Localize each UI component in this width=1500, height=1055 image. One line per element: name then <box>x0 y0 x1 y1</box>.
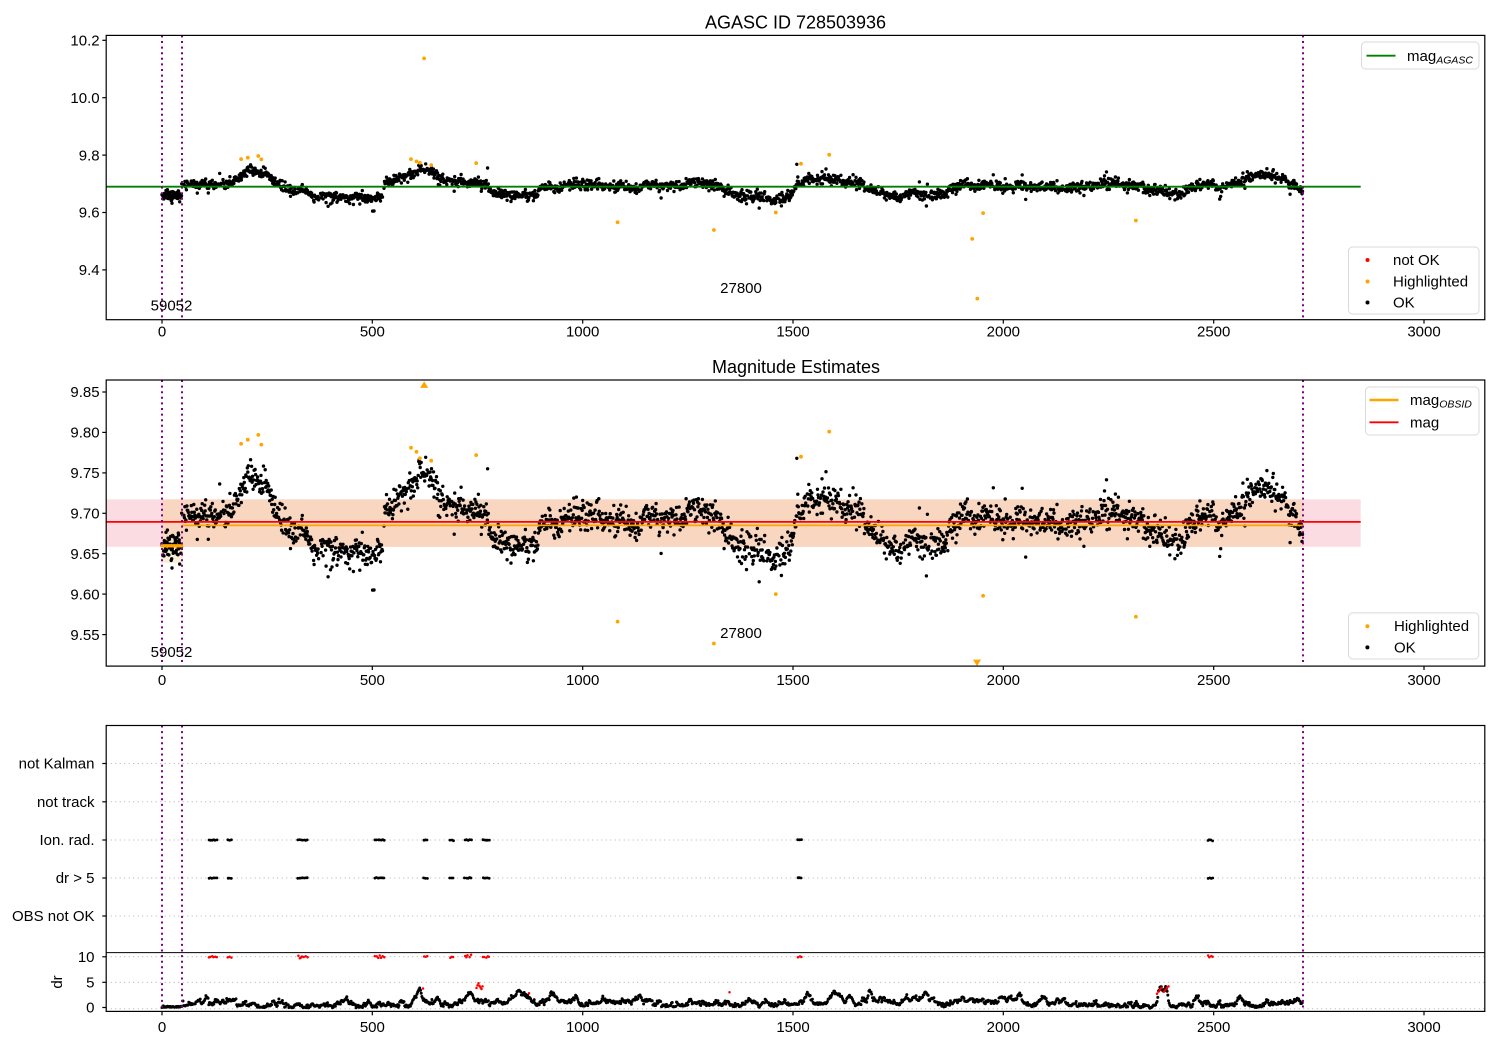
svg-text:3000: 3000 <box>1407 1019 1440 1036</box>
svg-text:59052: 59052 <box>151 644 193 661</box>
svg-text:0: 0 <box>158 672 166 689</box>
svg-text:OBS not OK: OBS not OK <box>12 908 95 925</box>
svg-text:dr: dr <box>49 975 66 988</box>
svg-text:9.80: 9.80 <box>70 425 99 442</box>
svg-text:AGASC ID 728503936: AGASC ID 728503936 <box>705 13 886 33</box>
svg-text:1000: 1000 <box>566 672 599 689</box>
svg-text:not OK: not OK <box>1393 252 1440 269</box>
svg-text:27800: 27800 <box>720 625 762 642</box>
svg-text:27800: 27800 <box>720 280 762 297</box>
svg-text:9.4: 9.4 <box>79 262 100 279</box>
svg-text:500: 500 <box>360 672 385 689</box>
svg-text:1500: 1500 <box>776 672 809 689</box>
svg-text:9.85: 9.85 <box>70 384 99 401</box>
svg-text:2500: 2500 <box>1197 672 1230 689</box>
svg-text:2000: 2000 <box>987 1019 1020 1036</box>
svg-text:9.55: 9.55 <box>70 627 99 644</box>
svg-text:Ion. rad.: Ion. rad. <box>39 832 94 849</box>
svg-text:0: 0 <box>158 324 166 341</box>
svg-text:5: 5 <box>86 975 94 992</box>
svg-text:1000: 1000 <box>566 324 599 341</box>
svg-text:2500: 2500 <box>1197 1019 1230 1036</box>
svg-text:3000: 3000 <box>1407 324 1440 341</box>
svg-text:10.0: 10.0 <box>70 90 99 107</box>
svg-text:2500: 2500 <box>1197 324 1230 341</box>
svg-text:9.60: 9.60 <box>70 586 99 603</box>
svg-text:2000: 2000 <box>987 324 1020 341</box>
svg-text:10.2: 10.2 <box>70 33 99 50</box>
svg-text:9.75: 9.75 <box>70 465 99 482</box>
svg-text:2000: 2000 <box>987 672 1020 689</box>
svg-text:dr > 5: dr > 5 <box>56 870 95 887</box>
svg-text:9.65: 9.65 <box>70 546 99 563</box>
svg-text:9.6: 9.6 <box>79 205 100 222</box>
svg-text:500: 500 <box>360 1019 385 1036</box>
svg-text:0: 0 <box>158 1019 166 1036</box>
svg-text:OK: OK <box>1393 295 1415 312</box>
svg-text:10: 10 <box>78 949 95 966</box>
svg-text:3000: 3000 <box>1407 672 1440 689</box>
svg-text:Magnitude Estimates: Magnitude Estimates <box>712 357 880 377</box>
svg-text:0: 0 <box>86 1000 94 1017</box>
svg-text:Highlighted: Highlighted <box>1393 274 1468 291</box>
svg-text:9.70: 9.70 <box>70 505 99 522</box>
svg-text:OK: OK <box>1394 639 1416 656</box>
svg-text:1500: 1500 <box>776 1019 809 1036</box>
svg-text:not Kalman: not Kalman <box>19 756 95 773</box>
svg-text:1500: 1500 <box>776 324 809 341</box>
svg-text:500: 500 <box>360 324 385 341</box>
svg-text:mag: mag <box>1410 414 1439 431</box>
svg-text:59052: 59052 <box>151 298 193 315</box>
svg-text:Highlighted: Highlighted <box>1394 618 1469 635</box>
svg-text:not track: not track <box>37 794 95 811</box>
svg-text:9.8: 9.8 <box>79 147 100 164</box>
svg-text:1000: 1000 <box>566 1019 599 1036</box>
